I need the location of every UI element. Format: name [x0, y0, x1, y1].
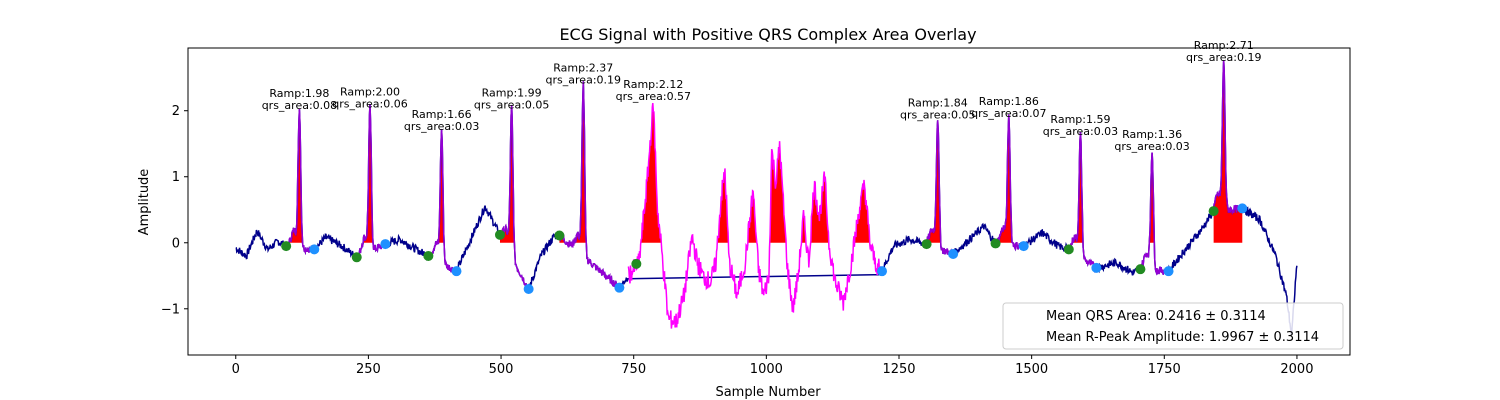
plot-frame — [187, 47, 1351, 356]
qrs-onset-marker-3 — [423, 250, 434, 261]
plot-area: Ramp:1.98qrs_area:0.08Ramp:2.00qrs_area:… — [235, 39, 1298, 336]
y-axis-label: Amplitude — [137, 169, 152, 236]
x-axis-label: Sample Number — [715, 385, 821, 400]
r-peak-amplitude-label-8: Ramp:1.86 — [979, 95, 1039, 108]
y-tick-label-1: 1 — [172, 170, 180, 185]
qrs-offset-marker-6 — [877, 266, 888, 277]
qrs-onset-marker-9 — [1063, 244, 1074, 255]
r-peak-amplitude-label-5: Ramp:2.37 — [553, 61, 613, 74]
qrs-offset-marker-4 — [523, 283, 534, 294]
qrs-offset-marker-7 — [948, 248, 959, 259]
qrs-area-fill-6 — [636, 103, 883, 243]
qrs-area-label-10: qrs_area:0.03 — [1114, 140, 1189, 153]
qrs-offset-marker-10 — [1163, 266, 1174, 277]
qrs-onset-marker-1 — [281, 241, 292, 252]
r-peak-amplitude-label-6: Ramp:2.12 — [623, 78, 683, 91]
x-tick-label-1750: 1750 — [1148, 362, 1181, 377]
y-tick-label-0: 0 — [172, 236, 180, 251]
r-peak-amplitude-label-4: Ramp:1.99 — [482, 86, 542, 99]
qrs-area-label-11: qrs_area:0.19 — [1186, 51, 1261, 64]
qrs-area-label-8: qrs_area:0.07 — [971, 107, 1046, 120]
qrs-segment-line-5 — [558, 81, 621, 292]
qrs-area-label-9: qrs_area:0.03 — [1043, 125, 1118, 138]
noisy-segment-line — [627, 103, 882, 329]
chart-title: ECG Signal with Positive QRS Complex Are… — [559, 25, 976, 44]
r-peak-amplitude-label-11: Ramp:2.71 — [1194, 39, 1254, 52]
qrs-offset-marker-9 — [1091, 262, 1102, 273]
qrs-offset-marker-2 — [380, 239, 391, 250]
r-peak-amplitude-label-2: Ramp:2.00 — [340, 86, 400, 99]
qrs-area-label-7: qrs_area:0.05 — [900, 108, 975, 121]
r-peak-amplitude-label-7: Ramp:1.84 — [908, 96, 968, 109]
qrs-offset-marker-8 — [1018, 241, 1029, 252]
legend-entry-qrs-area: Mean QRS Area: 0.2416 ± 0.3114 — [1046, 309, 1266, 324]
qrs-onset-marker-11 — [1208, 206, 1219, 217]
r-peak-amplitude-label-1: Ramp:1.98 — [269, 87, 329, 100]
qrs-area-label-3: qrs_area:0.03 — [404, 120, 479, 133]
qrs-segment-line-4 — [499, 105, 530, 291]
x-tick-label-1250: 1250 — [882, 362, 915, 377]
qrs-area-label-4: qrs_area:0.05 — [474, 98, 549, 111]
qrs-area-fill-5 — [559, 81, 620, 243]
qrs-segment-line-2 — [355, 104, 387, 263]
qrs-segment-line-1 — [285, 108, 316, 256]
qrs-offset-marker-5 — [614, 282, 625, 293]
r-peak-amplitude-label-10: Ramp:1.36 — [1122, 128, 1182, 141]
x-tick-label-1000: 1000 — [750, 362, 783, 377]
x-tick-label-1500: 1500 — [1015, 362, 1048, 377]
qrs-offset-marker-3 — [451, 266, 462, 277]
qrs-segment-line-7 — [925, 120, 954, 257]
y-tick-label-2: 2 — [172, 104, 180, 119]
x-tick-label-250: 250 — [356, 362, 381, 377]
r-peak-amplitude-label-3: Ramp:1.66 — [412, 108, 472, 121]
qrs-segment-line-9 — [1068, 132, 1098, 274]
qrs-onset-marker-4 — [494, 229, 505, 240]
qrs-area-label-2: qrs_area:0.06 — [332, 98, 407, 111]
qrs-onset-marker-5 — [554, 230, 565, 241]
qrs-offset-marker-1 — [309, 244, 320, 255]
qrs-area-label-1: qrs_area:0.08 — [262, 99, 337, 112]
qrs-segment-line-10 — [1139, 152, 1170, 276]
qrs-onset-marker-6 — [631, 258, 642, 269]
qrs-onset-marker-2 — [351, 252, 362, 263]
qrs-onset-marker-8 — [990, 238, 1001, 249]
x-tick-label-750: 750 — [621, 362, 646, 377]
qrs-offset-marker-11 — [1237, 203, 1248, 214]
legend-entry-r-peak: Mean R-Peak Amplitude: 1.9967 ± 0.3114 — [1046, 330, 1319, 345]
x-tick-label-0: 0 — [232, 362, 240, 377]
qrs-onset-marker-7 — [921, 239, 932, 250]
qrs-onset-marker-10 — [1135, 264, 1146, 275]
legend: Mean QRS Area: 0.2416 ± 0.3114 Mean R-Pe… — [1002, 302, 1344, 350]
x-tick-label-2000: 2000 — [1280, 362, 1313, 377]
qrs-area-fill-11 — [1213, 60, 1243, 243]
axis-ticks: 0 250 500 750 1000 1250 1500 1750 2000 −1 0 1 2 — [161, 104, 1314, 377]
qrs-area-label-6: qrs_area:0.57 — [616, 90, 691, 103]
y-tick-label--1: −1 — [161, 302, 180, 317]
r-peak-amplitude-label-9: Ramp:1.59 — [1050, 113, 1110, 126]
qrs-segment-line-11 — [1212, 60, 1244, 216]
qrs-segment-line-3 — [428, 129, 458, 275]
x-tick-label-500: 500 — [489, 362, 514, 377]
legend-box — [1002, 302, 1344, 350]
qrs-area-label-5: qrs_area:0.19 — [546, 73, 621, 86]
